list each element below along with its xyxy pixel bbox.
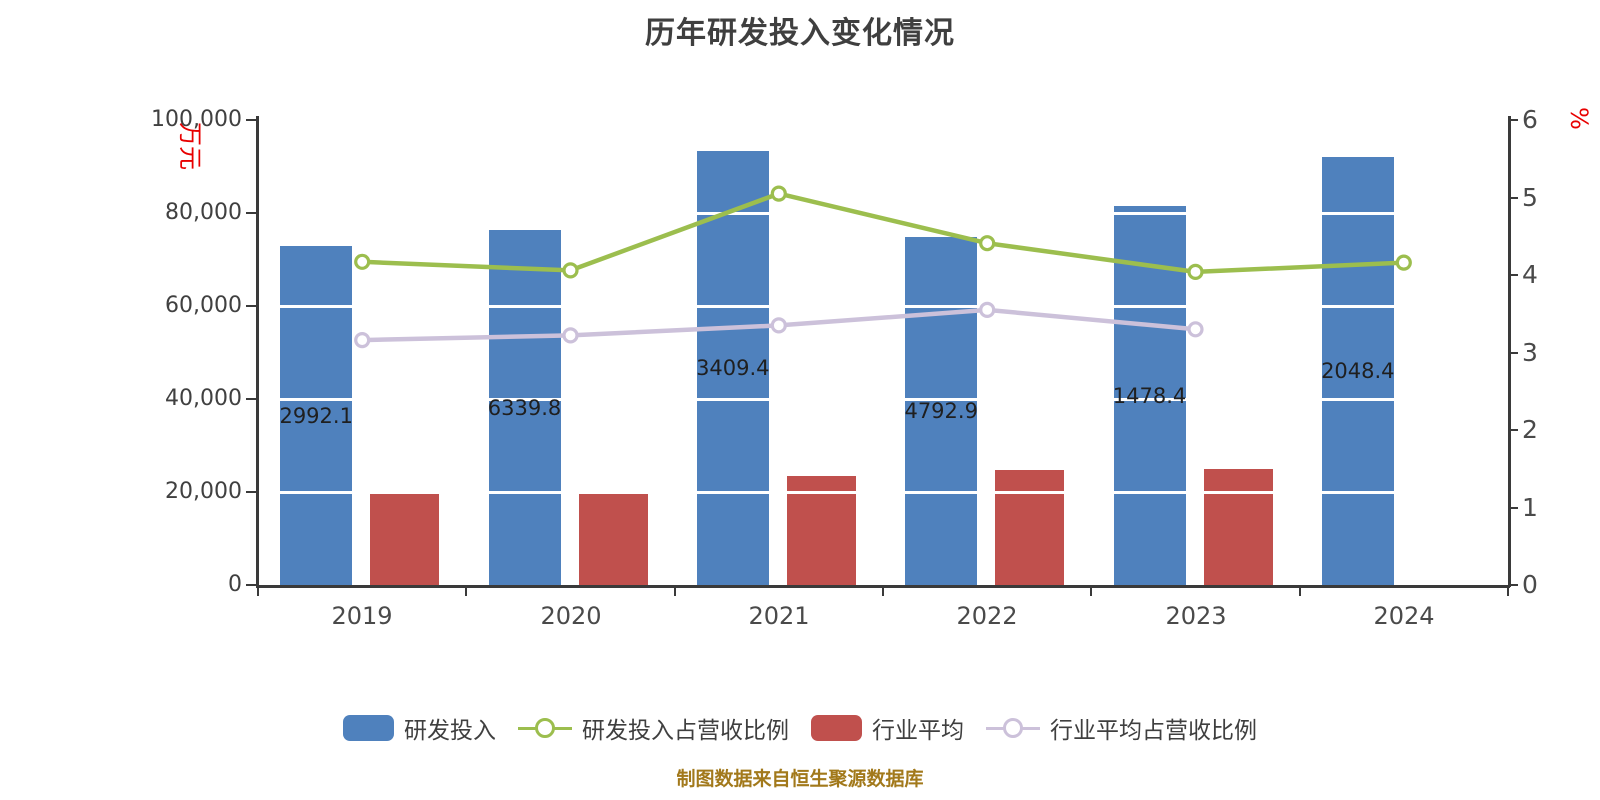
plot-area: 2992.1 6339.8 3409.4 4792.9 1478.4 2048.4 [256,119,1510,585]
right-axis-tick [1508,429,1518,431]
left-axis-tick [246,491,256,493]
bar-labels-layer: 2992.1 6339.8 3409.4 4792.9 1478.4 2048.4 [258,120,1508,585]
rd-bar-label-2019: 2992.1 [280,403,353,428]
rd-bar-swatch [343,715,394,741]
研发投入占营收比例-marker-2019 [354,253,371,270]
right-axis-tick-label-2: 2 [1522,415,1538,444]
gridline-60000 [256,305,1510,308]
行业平均占营收比例-marker-2023 [1187,321,1204,338]
left-axis-tick [246,584,256,586]
x-axis-tick [674,587,676,596]
right-axis-tick-label-1: 1 [1522,493,1538,522]
x-axis-tick [1507,587,1509,596]
bars-layer [258,120,1508,585]
right-axis-tick [1508,274,1518,276]
x-axis-label-2023: 2023 [1165,602,1227,630]
rd-bar-label-2024: 2048.4 [1321,359,1394,383]
研发投入占营收比例-marker-2023 [1187,263,1204,280]
行业平均占营收比例-marker-2019 [354,332,371,349]
legend-item-rd: 研发投入 [343,711,496,745]
left-axis-tick-label-40,000: 40,000 [165,386,242,411]
industry-bar-2021 [786,476,856,585]
industry-bar-2023 [1203,469,1273,585]
industry-bar-2019 [370,494,440,585]
研发投入占营收比例-marker-2024 [1395,254,1412,271]
right-axis-tick-label-3: 3 [1522,338,1538,367]
rd-ratio-marker-icon [535,718,555,738]
source-note: 制图数据来自恒生聚源数据库 [676,768,924,790]
chart-title: 历年研发投入变化情况 [645,16,955,51]
x-axis-label-2019: 2019 [331,602,393,630]
legend-label-rd-ratio: 研发投入占营收比例 [582,718,789,744]
rd-bar-label-2021: 3409.4 [696,356,769,380]
right-axis-tick [1508,584,1518,586]
x-axis-label-2024: 2024 [1373,602,1435,630]
right-axis-tick-label-4: 4 [1522,260,1538,289]
x-axis-line [256,585,1510,588]
industry-bar-2022 [995,470,1065,585]
rd-bar-label-2020: 6339.8 [488,395,561,420]
行业平均占营收比例-marker-2021 [770,317,787,334]
left-axis-tick [246,212,256,214]
x-axis-tick [1299,587,1301,596]
x-axis-tick [882,587,884,596]
right-axis-line [1508,116,1511,587]
gridline-100000 [256,119,1510,122]
研发投入占营收比例-marker-2020 [562,262,579,279]
left-axis-line [256,116,259,587]
x-axis-label-2020: 2020 [540,602,602,630]
left-axis-tick [246,305,256,307]
研发投入占营收比例-marker-2021 [770,185,787,202]
rd-bar-2021 [696,151,769,585]
right-axis-tick-label-6: 6 [1522,105,1538,134]
left-axis-tick [246,119,256,121]
left-axis-tick-label-100,000: 100,000 [151,107,242,132]
gridline-80000 [256,212,1510,215]
研发投入占营收比例-marker-2022 [979,235,996,252]
legend: 研发投入 研发投入占营收比例 行业平均 行业平均占营收比例 [0,711,1600,745]
rd-ratio-line-swatch [518,715,572,741]
industry-bar-swatch [811,715,862,741]
left-axis-tick-label-0: 0 [228,572,242,597]
industry-ratio-marker-icon [1003,718,1023,738]
x-axis-label-2021: 2021 [748,602,810,630]
left-axis-tick-label-80,000: 80,000 [165,200,242,225]
rd-bar-2022 [905,237,978,585]
行业平均占营收比例-marker-2020 [562,327,579,344]
rd-bar-2024 [1321,157,1394,585]
right-axis-tick [1508,352,1518,354]
rd-bar-label-2022: 4792.9 [905,399,978,423]
line-series-layer [354,185,1412,349]
rd-bar-2019 [280,246,353,585]
gridline-20000 [256,491,1510,494]
x-axis-tick [257,587,259,596]
x-axis-tick [1090,587,1092,596]
right-axis-tick-label-5: 5 [1522,183,1538,212]
rd-bar-2020 [488,230,561,585]
rd-bar-label-2023: 1478.4 [1113,383,1186,408]
right-axis-tick [1508,507,1518,509]
legend-item-rd-ratio: 研发投入占营收比例 [518,711,789,745]
研发投入占营收比例-line [362,191,1404,275]
right-axis-tick [1508,197,1518,199]
left-axis-tick [246,398,256,400]
legend-label-industry: 行业平均 [872,718,964,744]
right-axis-tick [1508,119,1518,121]
legend-item-industry: 行业平均 [811,711,964,745]
x-axis-tick [465,587,467,596]
行业平均占营收比例-marker-2022 [979,301,996,318]
left-axis-tick-label-20,000: 20,000 [165,479,242,504]
right-axis-tick-label-0: 0 [1522,570,1538,599]
legend-label-rd: 研发投入 [404,718,496,744]
left-axis-tick-label-60,000: 60,000 [165,293,242,318]
industry-bar-2020 [578,493,648,585]
x-axis-label-2022: 2022 [956,602,1018,630]
legend-label-industry-ratio: 行业平均占营收比例 [1050,718,1257,744]
gridline-40000 [256,398,1510,401]
legend-item-industry-ratio: 行业平均占营收比例 [986,711,1257,745]
gridlines-layer [256,119,1510,585]
industry-ratio-line-swatch [986,715,1040,741]
